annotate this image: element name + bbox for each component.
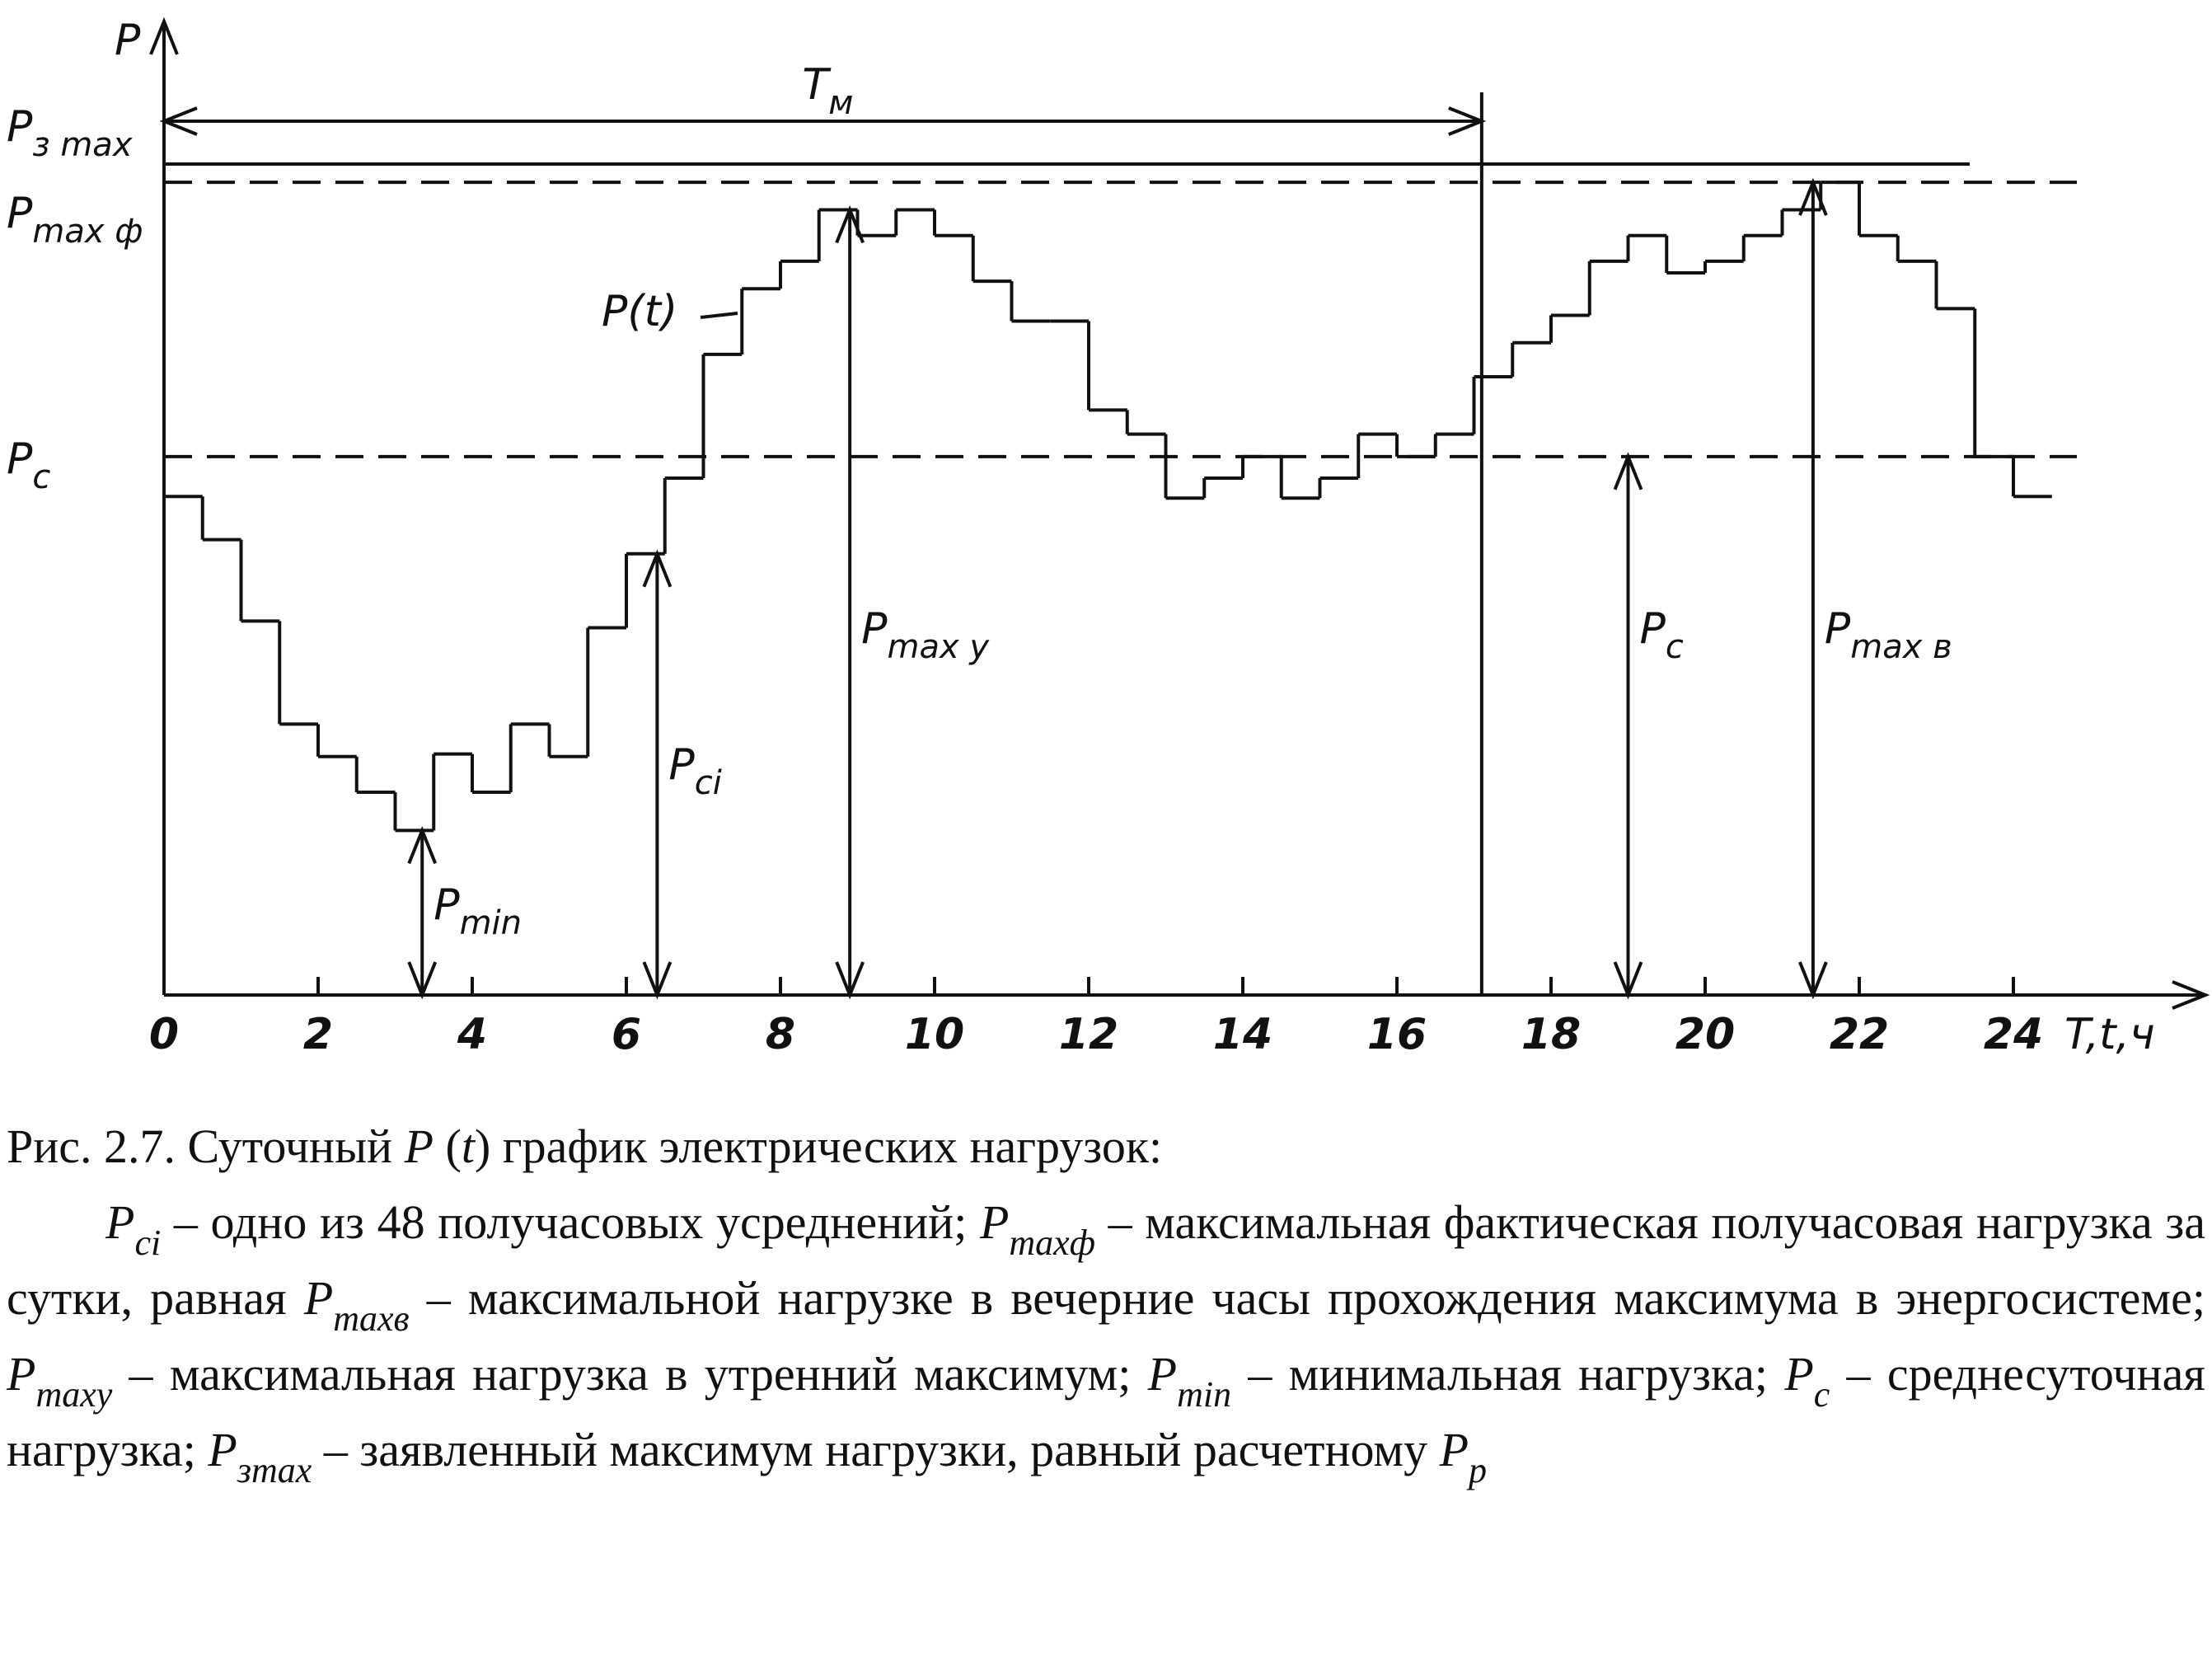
arrow-head (642, 961, 673, 1000)
caption-text: – максимальная фактическая получасовая н… (7, 1195, 2205, 1325)
symbol: P (979, 1195, 1010, 1249)
subscript-box: maxу (35, 1374, 112, 1415)
subscript: c (32, 458, 50, 496)
symbol: P (1147, 1347, 1178, 1401)
arrow-head (835, 961, 865, 1000)
arrow-head (1798, 177, 1828, 216)
subscript-box: зmax (237, 1450, 312, 1490)
arrow-head (407, 961, 438, 1000)
subscript: ci (134, 1223, 162, 1263)
arrow-label: Pmin (433, 880, 522, 942)
subscript-box: min (1177, 1374, 1231, 1415)
subscript-box: maxв (333, 1298, 409, 1339)
symbol: P (404, 1119, 434, 1173)
symbol: P (208, 1423, 237, 1476)
caption-body: Pci – одно из 48 получасовых усреднений;… (7, 1185, 2205, 1490)
arrow-label: Pmax в (1825, 604, 1952, 666)
x-tick-label: 2 (303, 1010, 333, 1059)
x-tick-label: 12 (1059, 1010, 1118, 1059)
x-tick-label: 8 (766, 1010, 795, 1059)
subscript: р (1469, 1450, 1488, 1490)
symbol: P (7, 189, 33, 238)
x-tick-label: 16 (1367, 1010, 1427, 1059)
arrow-head (1613, 961, 1643, 1000)
caption-text: – максимальная нагрузка в утренний макси… (112, 1347, 1148, 1401)
arrow-label: Pc (1640, 604, 1684, 666)
arrow-head (642, 549, 673, 588)
symbol: P (1784, 1347, 1814, 1401)
subscript: зmax (237, 1450, 312, 1490)
caption-title: Рис. 2.7. Суточный P (t) график электрич… (7, 1109, 2205, 1185)
x-axis-label: T,t,ч (2064, 1010, 2155, 1059)
arrow-head (1448, 106, 1487, 136)
series-label: P(t) (602, 287, 677, 336)
y-axis-label: P (115, 16, 141, 65)
subscript-box: с (1814, 1374, 1830, 1415)
symbol: P (861, 604, 888, 654)
x-tick-label: 22 (1830, 1010, 1889, 1059)
caption-text: – одно из 48 получасовых усреднений; (161, 1195, 980, 1249)
x-tick-label: 4 (457, 1010, 487, 1059)
arrow-head (2172, 980, 2210, 1010)
subscript-box: ci (134, 1223, 161, 1263)
level-label: Pз max (7, 102, 133, 164)
x-tick-label: 14 (1213, 1010, 1272, 1059)
symbol: P (433, 880, 460, 930)
caption-text: ) график электрических нагрузок: (474, 1119, 1163, 1173)
arrow-label: Pci (668, 740, 721, 802)
arrow-head (407, 826, 438, 865)
symbol: P (668, 740, 695, 790)
subscript: c (1666, 628, 1684, 666)
subscript: maxу (35, 1374, 113, 1415)
arrow-head (159, 106, 198, 136)
arrow-head (149, 16, 179, 55)
symbol: T (802, 60, 832, 110)
x-tick-label: 10 (905, 1010, 964, 1059)
span-label: Tм (802, 60, 853, 122)
x-tick-label: 6 (612, 1010, 641, 1059)
caption-text: – минимальная нагрузка; (1231, 1347, 1785, 1401)
symbol: P (7, 434, 33, 484)
x-tick-label: 0 (149, 1010, 179, 1059)
caption-text: ( (433, 1119, 462, 1173)
symbol: P (7, 102, 33, 152)
subscript: ci (695, 764, 722, 802)
symbol: P (303, 1271, 334, 1325)
arrow-head (835, 205, 865, 244)
level-label: Pmax ф (7, 189, 143, 251)
caption-text: – среднесуточная нагрузка; (7, 1347, 2205, 1476)
arrow-head (1798, 961, 1828, 1000)
x-tick-label: 20 (1675, 1010, 1735, 1059)
subscript: maxф (1009, 1223, 1095, 1263)
subscript: max y (888, 628, 991, 666)
subscript: м (828, 84, 853, 122)
subscript: max ф (32, 213, 143, 251)
caption: Рис. 2.7. Суточный P (t) график электрич… (0, 1109, 2212, 1490)
arrow-label: Pmax y (861, 604, 990, 666)
symbol: P (1640, 604, 1666, 654)
caption-text: – максимальной нагрузке в вечерние часы … (409, 1271, 2205, 1325)
subscript: з max (32, 126, 132, 164)
symbol: P (7, 1347, 36, 1401)
symbol: P (1439, 1423, 1469, 1476)
symbol: P (105, 1195, 135, 1249)
subscript: min (1177, 1374, 1232, 1415)
x-tick-label: 18 (1521, 1010, 1581, 1059)
subscript: maxв (333, 1298, 410, 1339)
caption-text: – заявленный максимум нагрузки, равный р… (312, 1423, 1440, 1476)
symbol: t (461, 1119, 475, 1173)
symbol: P (1825, 604, 1851, 654)
subscript: max в (1850, 628, 1952, 666)
subscript: min (460, 904, 522, 942)
subscript: с (1813, 1374, 1830, 1415)
x-tick-label: 24 (1984, 1010, 2043, 1059)
caption-text: Рис. 2.7. Суточный (7, 1119, 405, 1173)
arrow-head (1613, 452, 1643, 491)
leader (700, 312, 738, 319)
level-label: Pc (7, 434, 50, 496)
subscript-box: р (1469, 1450, 1487, 1490)
subscript-box: maxф (1009, 1223, 1095, 1263)
